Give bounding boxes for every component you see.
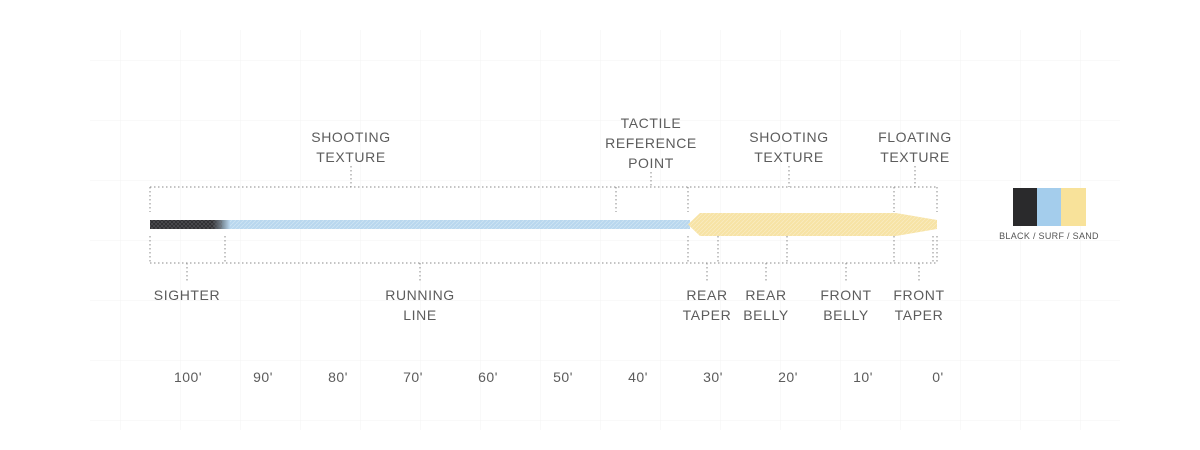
label-line: SIGHTER bbox=[153, 287, 221, 303]
label-line: TACTILE bbox=[620, 115, 682, 131]
label-line: LINE bbox=[403, 307, 437, 323]
distance-tick: 80' bbox=[328, 369, 348, 385]
label-line: BELLY bbox=[743, 307, 789, 323]
label-shooting-texture-left: SHOOTING TEXTURE bbox=[311, 127, 390, 167]
swatch-sand bbox=[1061, 188, 1086, 226]
label-line: RUNNING bbox=[385, 287, 455, 303]
label-line: SHOOTING bbox=[311, 129, 391, 145]
label-line: POINT bbox=[628, 155, 674, 171]
label-line: REAR bbox=[745, 287, 787, 303]
label-line: FRONT bbox=[820, 287, 872, 303]
color-legend bbox=[1013, 188, 1086, 226]
label-line: FRONT bbox=[893, 287, 945, 303]
legend-caption: BLACK / SURF / SAND bbox=[999, 231, 1099, 241]
distance-tick: 50' bbox=[553, 369, 573, 385]
label-line: TAPER bbox=[682, 307, 732, 323]
label-tactile-reference-point: TACTILE REFERENCE POINT bbox=[605, 113, 697, 173]
label-line: REFERENCE bbox=[605, 135, 697, 151]
fly-line bbox=[150, 213, 937, 236]
label-line: TEXTURE bbox=[754, 149, 824, 165]
sighter-texture bbox=[150, 220, 222, 229]
distance-tick: 90' bbox=[253, 369, 273, 385]
label-running-line: RUNNING LINE bbox=[385, 285, 455, 325]
label-floating-texture: FLOATING TEXTURE bbox=[878, 127, 952, 167]
distance-tick: 70' bbox=[403, 369, 423, 385]
distance-tick: 0' bbox=[932, 369, 944, 385]
label-shooting-texture-right: SHOOTING TEXTURE bbox=[749, 127, 828, 167]
distance-tick: 100' bbox=[173, 369, 203, 385]
swatch-black bbox=[1013, 188, 1037, 226]
label-line: TEXTURE bbox=[316, 149, 386, 165]
distance-tick: 30' bbox=[703, 369, 723, 385]
distance-tick: 60' bbox=[478, 369, 498, 385]
distance-tick: 20' bbox=[778, 369, 798, 385]
label-line: SHOOTING bbox=[749, 129, 829, 145]
label-rear-belly: REAR BELLY bbox=[743, 285, 789, 325]
head-texture bbox=[688, 213, 937, 236]
label-line: BELLY bbox=[823, 307, 869, 323]
label-line: TAPER bbox=[894, 307, 944, 323]
bottom-dotted-bracket bbox=[149, 236, 938, 283]
label-front-belly: FRONT BELLY bbox=[820, 285, 871, 325]
top-dotted-bracket bbox=[149, 166, 938, 212]
label-rear-taper: REAR TAPER bbox=[683, 285, 732, 325]
distance-tick: 40' bbox=[628, 369, 648, 385]
running-line-texture bbox=[150, 220, 690, 229]
background-grid bbox=[90, 30, 1120, 430]
label-line: TEXTURE bbox=[880, 149, 950, 165]
label-sighter: SIGHTER bbox=[154, 285, 220, 305]
label-line: FLOATING bbox=[878, 129, 952, 145]
label-line: REAR bbox=[686, 287, 728, 303]
distance-tick: 10' bbox=[853, 369, 873, 385]
label-front-taper: FRONT TAPER bbox=[893, 285, 944, 325]
swatch-surf bbox=[1037, 188, 1061, 226]
